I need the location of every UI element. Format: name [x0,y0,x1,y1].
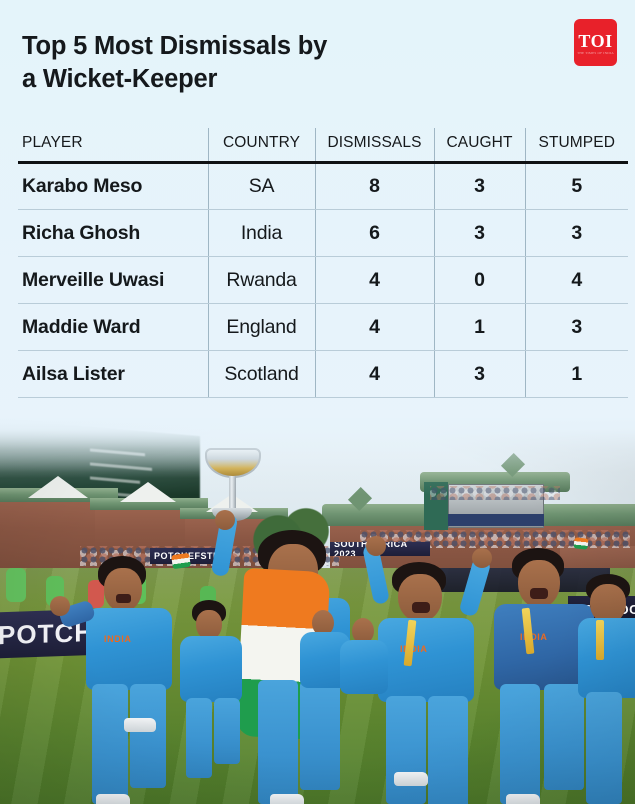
player-center-shoe [270,794,304,804]
cell-stumped: 3 [524,303,628,351]
bystander-1 [6,568,26,602]
table-row: Maddie Ward England 4 1 3 [18,303,628,351]
player-right-center-jersey [378,618,474,702]
cell-dismissals: 4 [314,303,434,351]
header: Top 5 Most Dismissals by a Wicket-Keeper… [0,0,635,128]
player-left-jersey-text: INDIA [104,634,132,644]
player-left-shoe-1 [124,718,156,732]
player-left-trouser-l [92,684,128,804]
player-far-right-trouser [586,692,622,804]
player-left-shoe-2 [96,794,130,804]
player-mid-left-trouser [186,698,212,778]
cell-stumped: 4 [524,256,628,304]
column-header-dismissals: DISMISSALS [314,128,434,164]
column-header-player: PLAYER [18,128,208,164]
page-title: Top 5 Most Dismissals by a Wicket-Keeper [22,32,328,94]
player-right-center-hand [366,536,386,556]
player-right-face [518,560,560,608]
crowd-balcony [430,486,560,500]
player-right-trouser-l [500,684,540,804]
player-center-trouser-r [300,680,340,790]
player-right-center-mouth [412,602,430,613]
cell-caught: 3 [433,162,525,210]
player-right-hand [472,548,492,568]
player-center-trouser-l [258,680,298,804]
column-header-country: COUNTRY [207,128,315,164]
cell-country: Rwanda [207,256,315,304]
cell-caught: 1 [433,303,525,351]
toi-logo-word: TOI [578,30,613,51]
player-right-shoe [506,794,540,804]
cell-caught: 3 [433,350,525,398]
table-row: Karabo Meso SA 8 3 5 [18,162,628,210]
table-row: Ailsa Lister Scotland 4 3 1 [18,350,628,398]
cell-dismissals: 4 [314,350,434,398]
player-left-hand [50,596,70,616]
cell-dismissals: 4 [314,256,434,304]
table-row: Merveille Uwasi Rwanda 4 0 4 [18,256,628,304]
player-right-center-shoe [394,772,428,786]
cell-country: SA [207,162,315,210]
small-indian-flag [171,552,191,570]
cell-player: Ailsa Lister [18,350,208,398]
player-mid-left-trouser-2 [214,698,240,764]
cell-stumped: 3 [524,209,628,257]
cell-caught: 3 [433,209,525,257]
player-mid-left-jersey [180,636,242,702]
stats-table-wrap: PLAYER COUNTRY DISMISSALS CAUGHT STUMPED… [18,128,628,398]
cell-dismissals: 8 [314,162,434,210]
table-header-row: PLAYER COUNTRY DISMISSALS CAUGHT STUMPED [18,128,628,164]
cell-caught: 0 [433,256,525,304]
player-left-mouth [116,594,131,603]
toi-logo-subtext: THE TIMES OF INDIA [577,50,614,55]
cell-player: Karabo Meso [18,162,208,210]
trophy-stem [229,476,236,510]
table-body: Karabo Meso SA 8 3 5 Richa Ghosh India 6… [18,162,628,398]
player-center-hand [215,510,235,530]
player-right-center-trouser-r [428,696,468,804]
player-far-right-medal-ribbon [596,620,604,660]
table-row: Richa Ghosh India 6 3 3 [18,209,628,257]
scoreboard-haze [0,418,210,478]
column-header-stumped: STUMPED [524,128,628,164]
small-indian-flag-2 [573,537,589,550]
toi-logo: TOI THE TIMES OF INDIA [574,19,617,66]
celebration-photo: POTCH POTCHEFSTROOM SOUTH AFRICA 2023 HE… [0,418,635,804]
player-right-mouth [530,588,548,599]
player-background-2-jersey [340,640,388,694]
cell-stumped: 1 [524,350,628,398]
cell-country: India [207,209,315,257]
player-left-trouser-r [130,684,166,788]
cell-player: Merveille Uwasi [18,256,208,304]
gable-left-2 [120,482,176,502]
player-left-jersey [86,608,172,690]
cell-player: Richa Ghosh [18,209,208,257]
table-header: PLAYER COUNTRY DISMISSALS CAUGHT STUMPED [18,128,628,164]
cell-country: Scotland [207,350,315,398]
cell-country: England [207,303,315,351]
player-far-right-jersey [578,618,635,698]
pavilion-balcony-banner [448,514,544,526]
stats-table: PLAYER COUNTRY DISMISSALS CAUGHT STUMPED… [18,128,628,398]
player-right-trouser-r [544,684,584,790]
gable-left-1 [28,476,88,498]
cell-stumped: 5 [524,162,628,210]
player-left-face [104,568,142,612]
player-right-center-trouser-l [386,696,426,804]
cell-player: Maddie Ward [18,303,208,351]
column-header-caught: CAUGHT [433,128,525,164]
player-right-center-face [398,574,442,622]
cell-dismissals: 6 [314,209,434,257]
